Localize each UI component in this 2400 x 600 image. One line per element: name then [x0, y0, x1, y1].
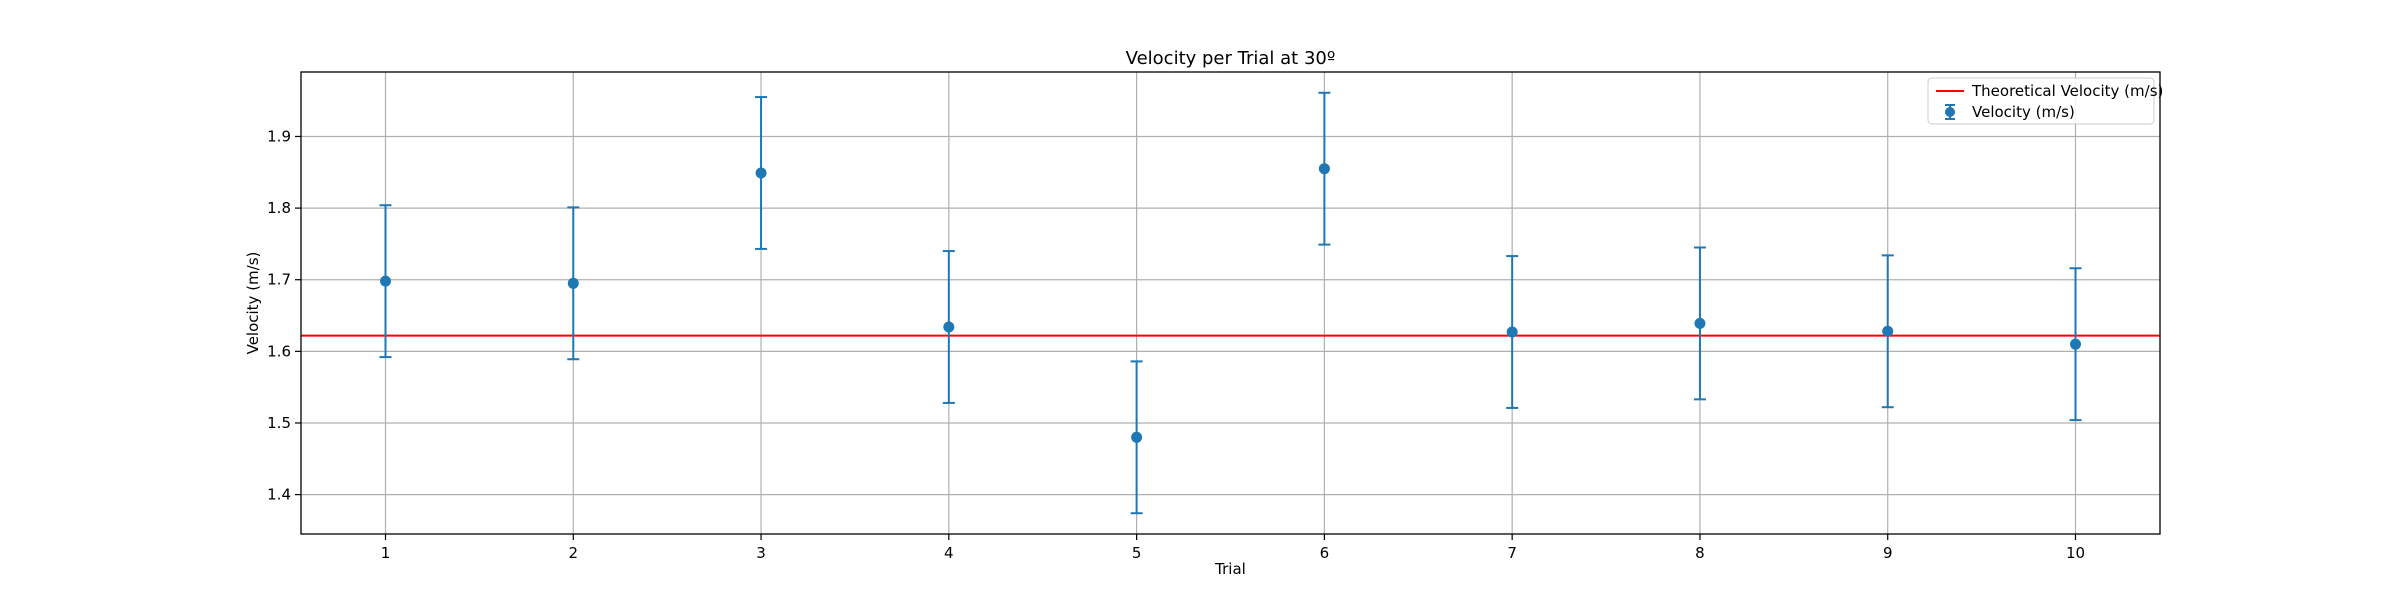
data-point-trial-8	[1693, 246, 1706, 401]
x-tick-label: 9	[1883, 544, 1893, 562]
y-tick-label: 1.7	[267, 271, 291, 289]
x-tick-label: 2	[569, 544, 579, 562]
x-tick-label: 1	[381, 544, 391, 562]
data-point-trial-7	[1506, 255, 1519, 409]
legend-label-theoretical: Theoretical Velocity (m/s)	[1971, 82, 2163, 100]
legend-velocity-swatch	[1945, 104, 1955, 120]
y-tick-label: 1.8	[267, 199, 291, 217]
data-point-trial-5	[1130, 360, 1143, 515]
data-marker	[1694, 317, 1706, 329]
legend-label-velocity: Velocity (m/s)	[1972, 103, 2075, 121]
x-tick-label: 7	[1507, 544, 1517, 562]
data-point-trial-3	[755, 96, 768, 250]
data-marker	[380, 275, 391, 287]
x-tick-label: 3	[756, 544, 766, 562]
ticks: 1 2 3 4 5 6 7 8 9 10 1.4 1.5 1.6 1.7 1.8 1.9	[267, 127, 2085, 562]
y-tick-label: 1.5	[267, 414, 291, 432]
data-point-trial-1	[379, 204, 392, 359]
data-marker	[755, 167, 767, 179]
x-tick-label: 10	[2066, 544, 2085, 562]
data-marker	[567, 277, 579, 289]
x-tick-label: 5	[1132, 544, 1142, 562]
data-point-trial-6	[1318, 91, 1331, 246]
data-point-trial-9	[1881, 254, 1894, 409]
data-marker	[2070, 338, 2081, 350]
data-layer	[301, 91, 2160, 515]
data-point-trial-2	[567, 206, 580, 361]
data-marker	[1506, 326, 1518, 338]
x-tick-label: 4	[944, 544, 954, 562]
data-marker	[1318, 163, 1330, 175]
x-tick-label: 6	[1320, 544, 1330, 562]
x-tick-label: 8	[1695, 544, 1705, 562]
data-marker	[943, 321, 955, 333]
y-tick-label: 1.4	[267, 486, 291, 504]
plot-frame	[300, 71, 2161, 535]
y-tick-label: 1.9	[267, 127, 291, 145]
y-tick-label: 1.6	[267, 342, 291, 360]
legend: Theoretical Velocity (m/s) Velocity (m/s…	[1927, 77, 2163, 125]
legend-box	[1927, 77, 2155, 125]
x-axis-label: Trial	[1214, 560, 1246, 578]
data-point-trial-4	[942, 250, 955, 404]
chart-title: Velocity per Trial at 30º	[1126, 48, 1336, 69]
y-axis-label: Velocity (m/s)	[244, 252, 262, 355]
data-marker	[1882, 325, 1894, 337]
data-point-trial-10	[2069, 267, 2082, 422]
legend-marker	[1945, 107, 1955, 117]
data-marker	[1131, 431, 1143, 443]
